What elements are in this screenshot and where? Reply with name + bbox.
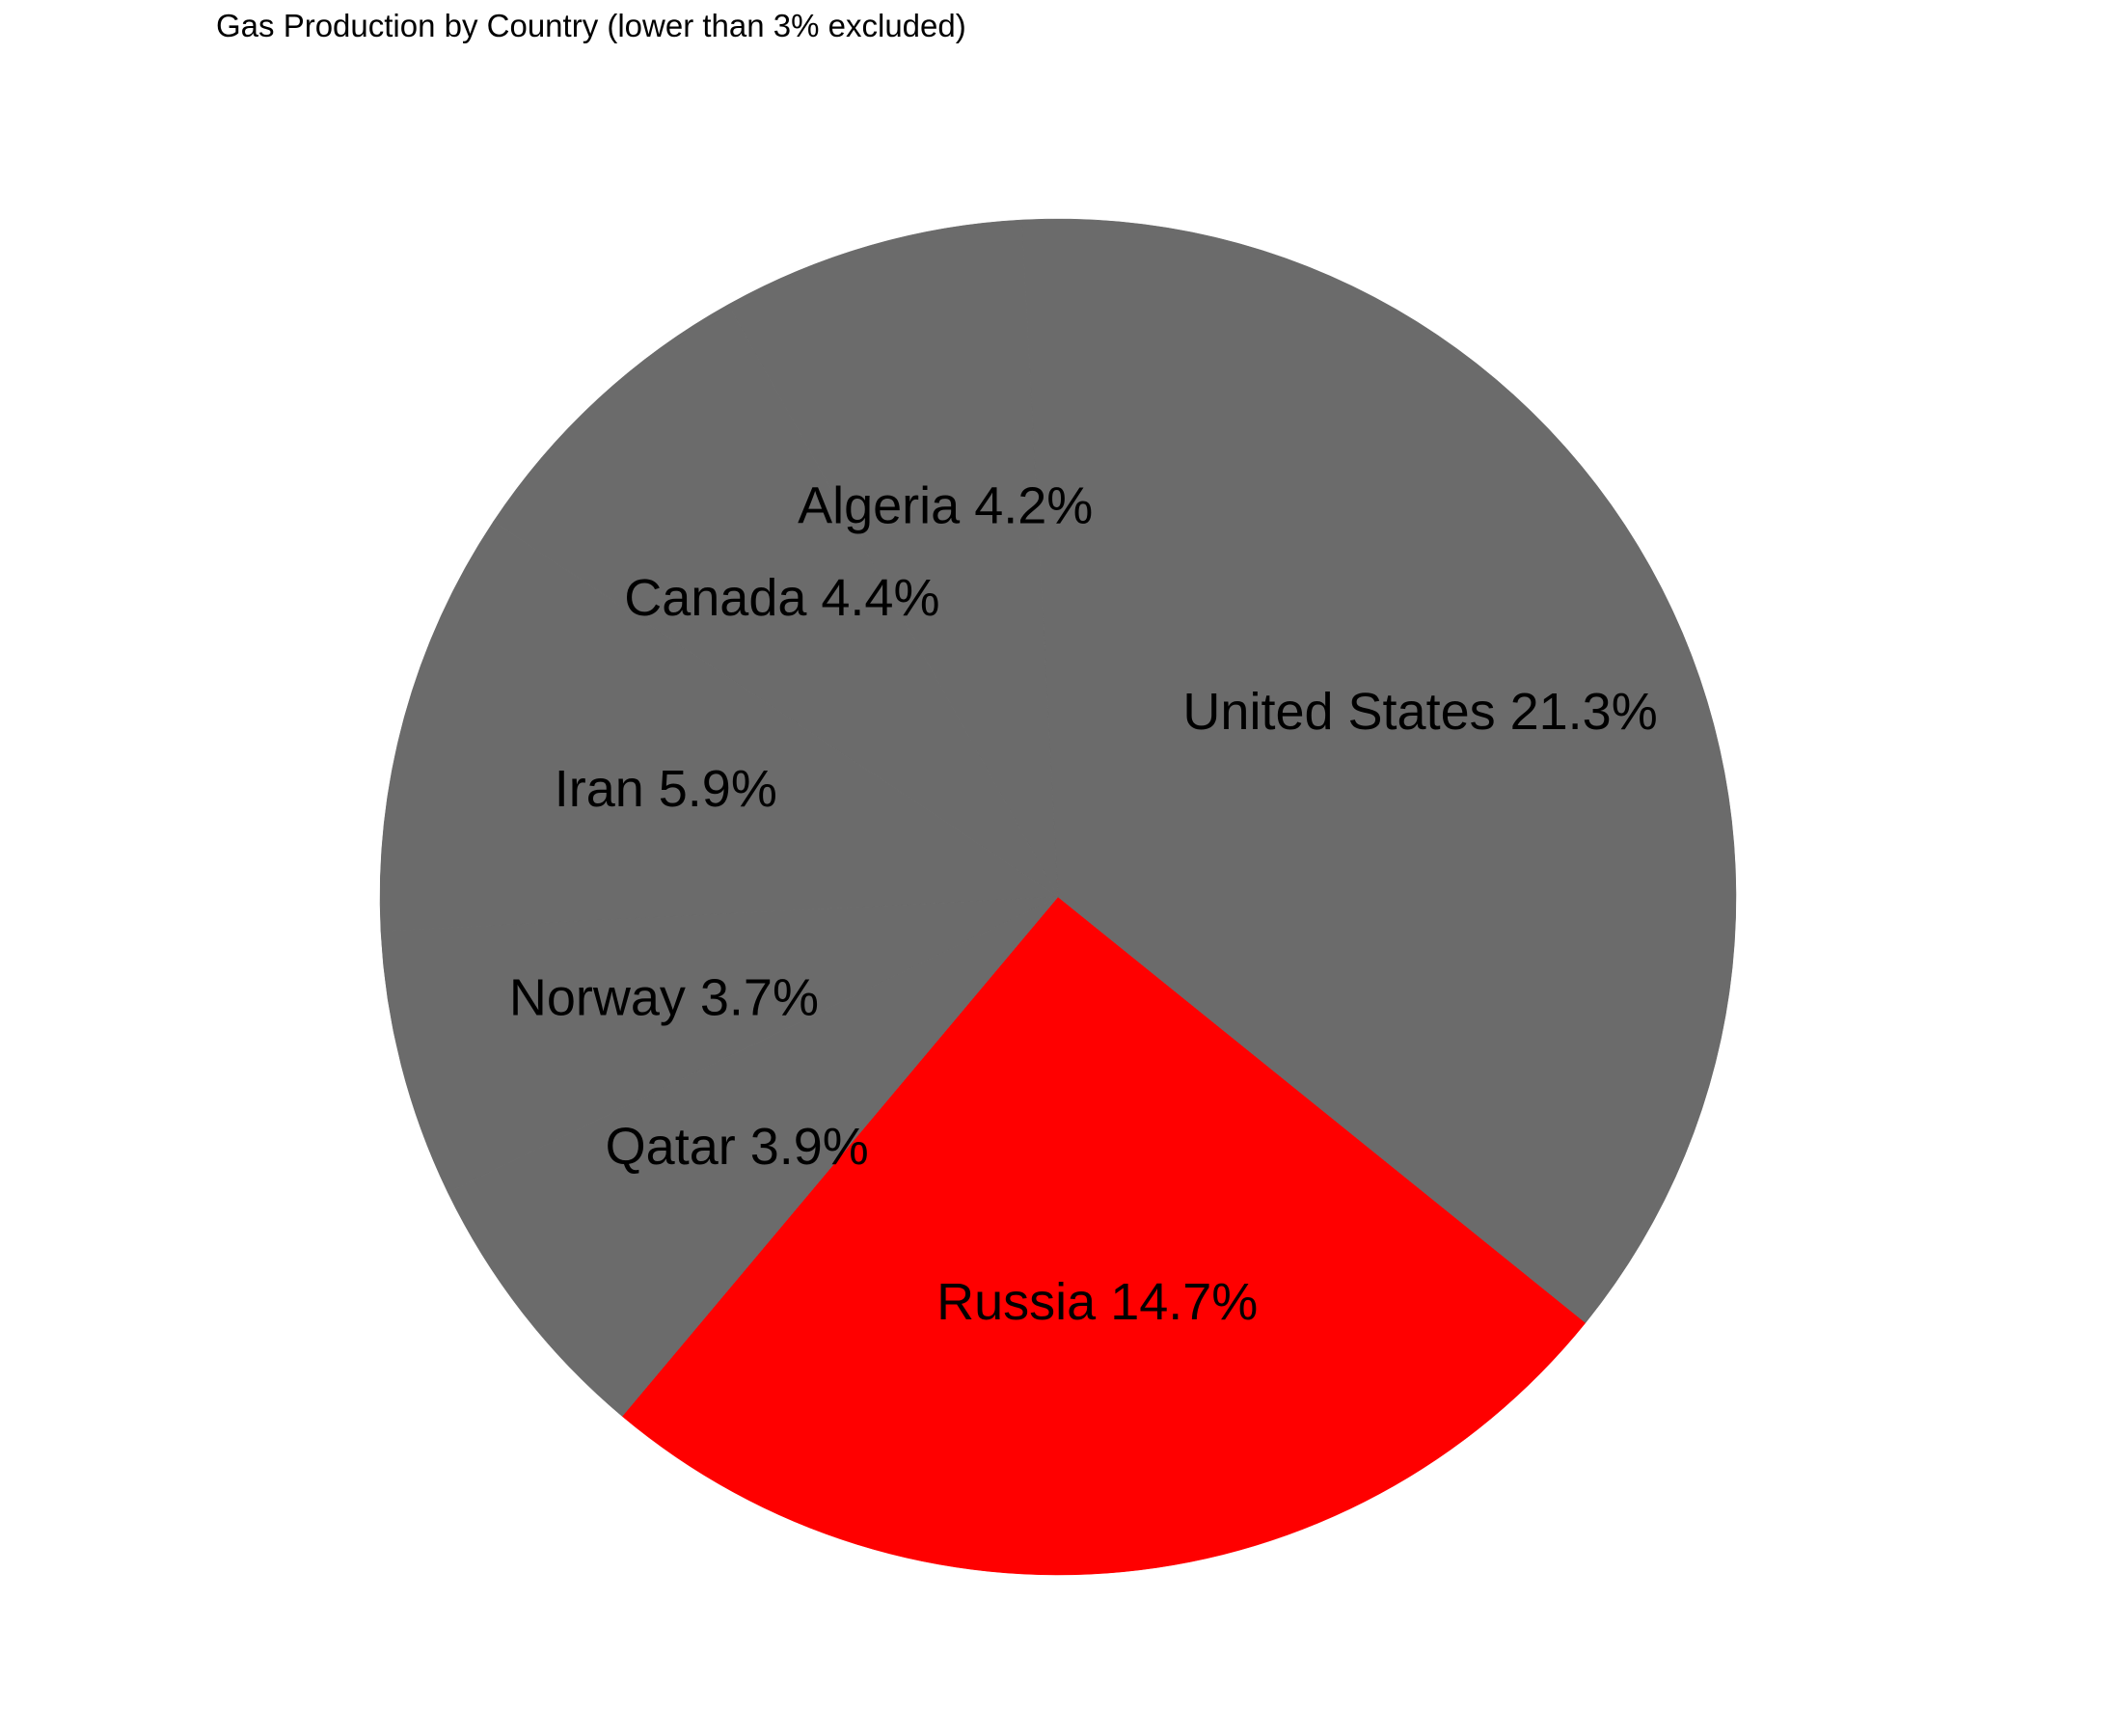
pie-slice-algeria <box>727 219 1059 898</box>
pie-slice-qatar <box>447 896 1059 1417</box>
slice-label-russia: Russia 14.7% <box>936 1273 1258 1331</box>
chart-title: Gas Production by Country (lower than 3%… <box>216 8 966 43</box>
pie-slice-iran <box>379 521 1059 932</box>
pie-slice-norway <box>380 896 1059 1193</box>
slice-label-algeria: Algeria 4.2% <box>798 477 1093 535</box>
pie-slices <box>379 218 1737 1576</box>
slice-label-canada: Canada 4.4% <box>624 569 939 627</box>
slice-label-iran: Iran 5.9% <box>555 760 777 818</box>
pie-slice-canada <box>493 304 1059 898</box>
pie-slice-russia <box>621 896 1587 1576</box>
slice-label-united-states: United States 21.3% <box>1182 683 1657 741</box>
pie-labels: Russia 14.7% United States 21.3% Algeria 4… <box>509 477 1658 1331</box>
pie-slice-united-states <box>1021 218 1737 1323</box>
slice-label-norway: Norway 3.7% <box>509 969 819 1027</box>
slice-label-qatar: Qatar 3.9% <box>606 1118 869 1176</box>
